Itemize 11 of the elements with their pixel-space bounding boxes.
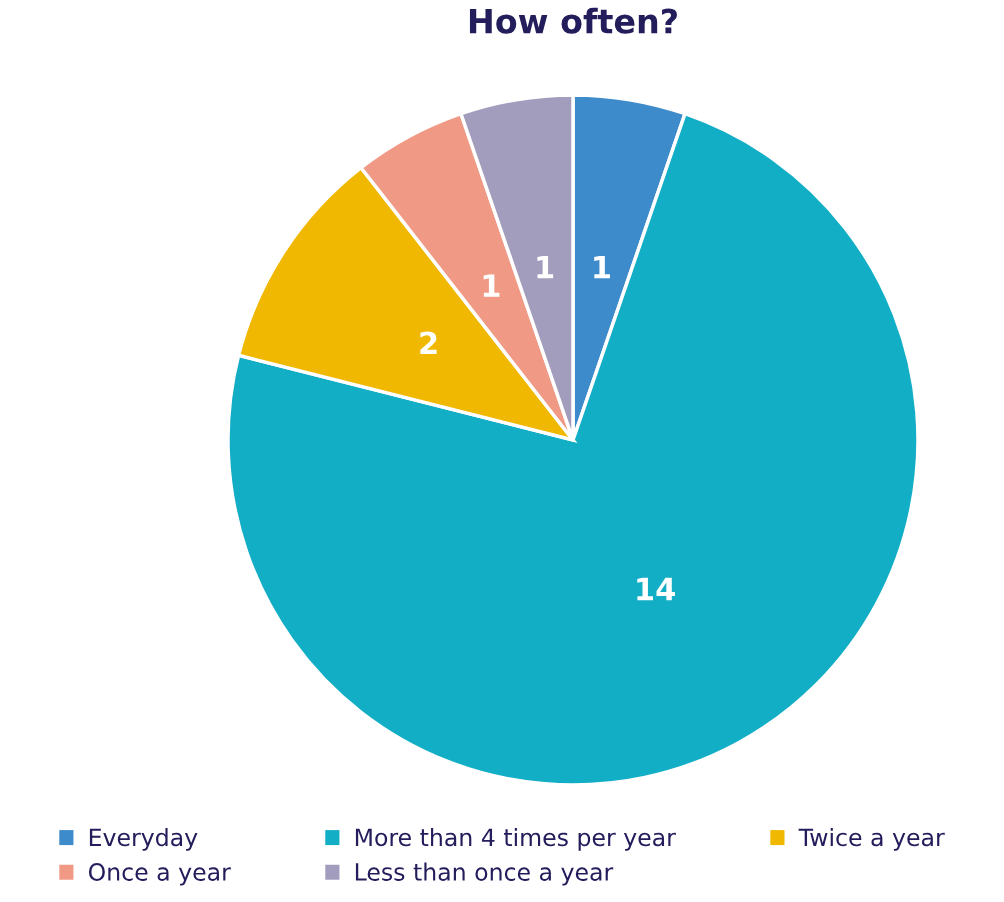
data-label: 1 [594, 256, 610, 279]
data-label: 1 [537, 256, 554, 279]
data-label: 2 [420, 331, 437, 355]
chart-title: How often? [469, 7, 677, 34]
legend-label: Everyday [89, 827, 198, 851]
legend-label: Twice a year [798, 827, 945, 851]
legend-label: Less than once a year [355, 862, 614, 886]
data-label: 14 [637, 577, 675, 601]
data-label: 1 [483, 274, 500, 297]
legend-label: Once a year [88, 863, 231, 886]
legend-label: More than 4 times per year [355, 827, 676, 851]
